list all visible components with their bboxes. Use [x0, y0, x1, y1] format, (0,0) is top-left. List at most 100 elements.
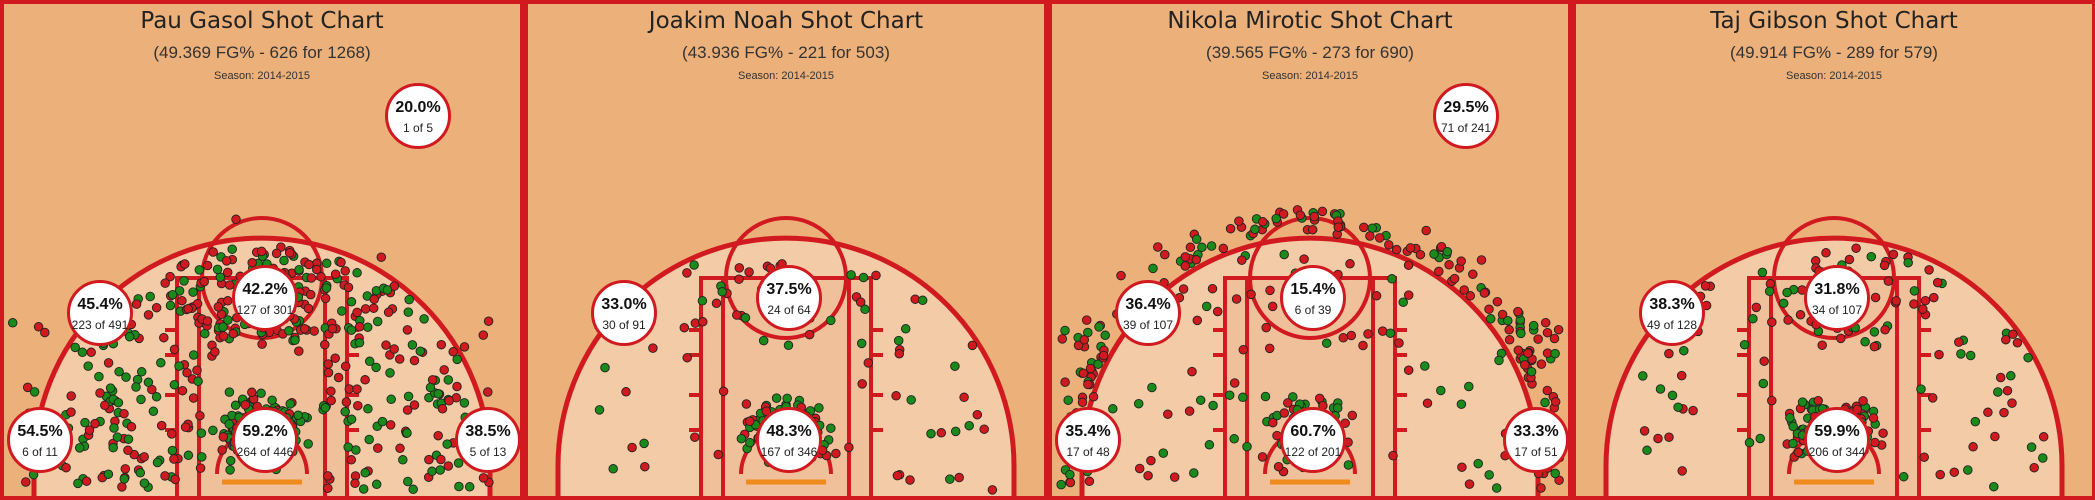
made-shot-marker	[231, 401, 240, 410]
missed-shot-marker	[272, 249, 281, 258]
missed-shot-marker	[144, 311, 153, 320]
made-shot-marker	[1495, 356, 1504, 365]
made-shot-marker	[1861, 338, 1870, 347]
missed-shot-marker	[1991, 432, 2000, 441]
missed-shot-marker	[1969, 443, 1978, 452]
missed-shot-marker	[157, 421, 166, 430]
missed-shot-marker	[306, 290, 315, 299]
missed-shot-marker	[906, 476, 915, 485]
zone-stat-bubble: 33.3% 17 of 51	[1503, 407, 1569, 473]
missed-shot-marker	[196, 464, 205, 473]
missed-shot-marker	[1550, 334, 1559, 343]
missed-shot-marker	[1170, 473, 1179, 482]
made-shot-marker	[1643, 446, 1652, 455]
missed-shot-marker	[1554, 325, 1563, 334]
made-shot-marker	[1421, 362, 1430, 371]
made-shot-marker	[1917, 385, 1926, 394]
made-shot-marker	[1957, 350, 1966, 359]
made-shot-marker	[1756, 434, 1765, 443]
chart-title: Joakim Noah Shot Chart	[524, 8, 1048, 34]
missed-shot-marker	[127, 423, 136, 432]
made-shot-marker	[189, 351, 198, 360]
made-shot-marker	[1674, 403, 1683, 412]
missed-shot-marker	[1984, 408, 1993, 417]
missed-shot-marker	[437, 340, 446, 349]
missed-shot-marker	[1480, 289, 1489, 298]
made-shot-marker	[827, 316, 836, 325]
zone-fg-percent: 33.3%	[1506, 423, 1566, 441]
missed-shot-marker	[1521, 361, 1530, 370]
missed-shot-marker	[300, 325, 309, 334]
made-shot-marker	[783, 394, 792, 403]
missed-shot-marker	[1147, 456, 1156, 465]
made-shot-marker	[225, 420, 234, 429]
made-shot-marker	[1192, 235, 1201, 244]
made-shot-marker	[1504, 316, 1513, 325]
missed-shot-marker	[1423, 399, 1432, 408]
made-shot-marker	[404, 392, 413, 401]
made-shot-marker	[365, 357, 374, 366]
made-shot-marker	[114, 398, 123, 407]
made-shot-marker	[1994, 388, 2003, 397]
missed-shot-marker	[895, 350, 904, 359]
missed-shot-marker	[1837, 334, 1846, 343]
made-shot-marker	[1205, 441, 1214, 450]
chart-title: Nikola Mirotic Shot Chart	[1048, 8, 1572, 34]
made-shot-marker	[1109, 405, 1118, 414]
missed-shot-marker	[1084, 380, 1093, 389]
made-shot-marker	[378, 417, 387, 426]
missed-shot-marker	[1235, 217, 1244, 226]
missed-shot-marker	[203, 261, 212, 270]
made-shot-marker	[386, 369, 395, 378]
missed-shot-marker	[893, 471, 902, 480]
missed-shot-marker	[203, 317, 212, 326]
made-shot-marker	[257, 389, 266, 398]
missed-shot-marker	[955, 473, 964, 482]
missed-shot-marker	[209, 248, 218, 257]
missed-shot-marker	[1794, 448, 1803, 457]
made-shot-marker	[152, 393, 161, 402]
made-shot-marker	[322, 259, 331, 268]
missed-shot-marker	[1208, 284, 1217, 293]
made-shot-marker	[1368, 224, 1377, 233]
made-shot-marker	[1789, 439, 1798, 448]
zone-fg-percent: 36.4%	[1118, 296, 1178, 314]
made-shot-marker	[1910, 287, 1919, 296]
made-shot-marker	[465, 483, 474, 492]
missed-shot-marker	[1144, 471, 1153, 480]
missed-shot-marker	[2030, 463, 2039, 472]
chart-subtitle: (49.914 FG% - 289 for 579)	[1572, 43, 2095, 63]
missed-shot-marker	[1259, 218, 1268, 227]
missed-shot-marker	[628, 443, 637, 452]
made-shot-marker	[149, 407, 158, 416]
made-shot-marker	[1492, 484, 1501, 493]
zone-fg-percent: 54.5%	[10, 423, 70, 441]
missed-shot-marker	[1086, 364, 1095, 373]
missed-shot-marker	[1422, 226, 1431, 235]
missed-shot-marker	[87, 348, 96, 357]
missed-shot-marker	[1378, 327, 1387, 336]
missed-shot-marker	[445, 397, 454, 406]
missed-shot-marker	[229, 329, 238, 338]
made-shot-marker	[1202, 302, 1211, 311]
made-shot-marker	[946, 475, 955, 484]
made-shot-marker	[859, 273, 868, 282]
chart-season: Season: 2014-2015	[1048, 70, 1572, 82]
missed-shot-marker	[1996, 373, 2005, 382]
made-shot-marker	[168, 290, 177, 299]
made-shot-marker	[428, 467, 437, 476]
missed-shot-marker	[960, 393, 969, 402]
missed-shot-marker	[1818, 341, 1827, 350]
missed-shot-marker	[719, 387, 728, 396]
made-shot-marker	[106, 384, 115, 393]
missed-shot-marker	[96, 389, 105, 398]
missed-shot-marker	[132, 300, 141, 309]
zone-made-attempts: 6 of 39	[1283, 303, 1343, 317]
made-shot-marker	[198, 453, 207, 462]
made-shot-marker	[219, 323, 228, 332]
missed-shot-marker	[845, 443, 854, 452]
made-shot-marker	[201, 329, 210, 338]
missed-shot-marker	[219, 433, 228, 442]
made-shot-marker	[364, 405, 373, 414]
zone-fg-percent: 60.7%	[1283, 423, 1343, 441]
